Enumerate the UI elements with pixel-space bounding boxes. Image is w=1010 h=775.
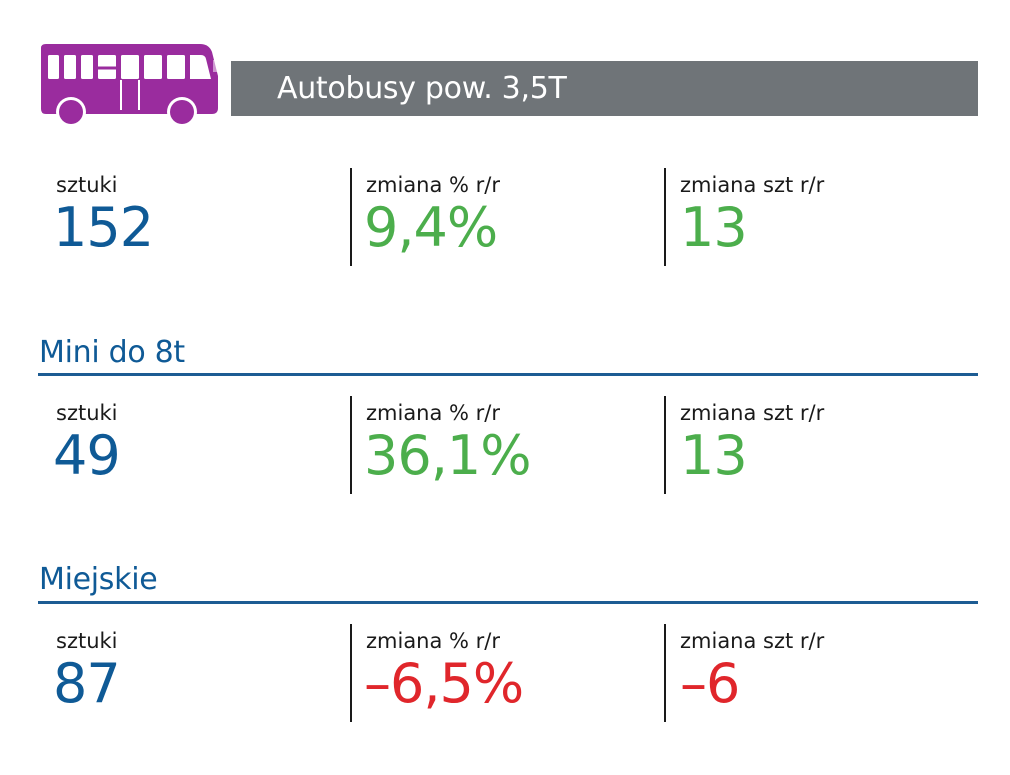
- stat-unit-change: zmiana szt r/r –6: [664, 624, 964, 722]
- stats-row-mini: sztuki 49 zmiana % r/r 36,1% zmiana szt …: [0, 396, 1010, 494]
- stat-divider: [350, 168, 352, 266]
- stat-units-value: 152: [53, 196, 154, 259]
- stat-units-label: sztuki: [56, 401, 118, 425]
- stat-pct-change: zmiana % r/r 36,1%: [350, 396, 650, 494]
- stat-change-label: zmiana szt r/r: [680, 401, 825, 425]
- stat-change-label: zmiana szt r/r: [680, 629, 825, 653]
- bus-icon: [41, 44, 218, 127]
- stat-change-label: zmiana szt r/r: [680, 173, 825, 197]
- stat-pct-value: 36,1%: [364, 424, 532, 487]
- stat-units: sztuki 152: [40, 168, 340, 266]
- stat-pct-label: zmiana % r/r: [366, 173, 501, 197]
- stat-divider: [350, 396, 352, 494]
- stat-units: sztuki 49: [40, 396, 340, 494]
- stat-units-label: sztuki: [56, 629, 118, 653]
- stat-divider: [350, 624, 352, 722]
- stat-divider: [664, 168, 666, 266]
- stat-pct-value: 9,4%: [364, 196, 498, 259]
- stats-row-city: sztuki 87 zmiana % r/r –6,5% zmiana szt …: [0, 624, 1010, 722]
- stat-unit-change: zmiana szt r/r 13: [664, 168, 964, 266]
- stat-pct-change: zmiana % r/r –6,5%: [350, 624, 650, 722]
- stat-pct-value: –6,5%: [364, 652, 524, 715]
- stat-unit-change: zmiana szt r/r 13: [664, 396, 964, 494]
- stat-change-value: 13: [680, 196, 748, 259]
- stat-units-value: 87: [53, 652, 121, 715]
- stat-pct-label: zmiana % r/r: [366, 401, 501, 425]
- stat-change-value: –6: [680, 652, 740, 715]
- stat-divider: [664, 396, 666, 494]
- stat-divider: [664, 624, 666, 722]
- stats-row-overall: sztuki 152 zmiana % r/r 9,4% zmiana szt …: [0, 168, 1010, 266]
- section-title-mini: Mini do 8t: [39, 335, 185, 370]
- stat-change-value: 13: [680, 424, 748, 487]
- section-rule: [38, 373, 978, 376]
- page-title: Autobusy pow. 3,5T: [277, 71, 567, 106]
- stat-units: sztuki 87: [40, 624, 340, 722]
- header-bar: Autobusy pow. 3,5T: [231, 61, 978, 116]
- stat-pct-label: zmiana % r/r: [366, 629, 501, 653]
- section-title-city: Miejskie: [39, 562, 158, 597]
- stat-units-label: sztuki: [56, 173, 118, 197]
- section-rule: [38, 601, 978, 604]
- stat-pct-change: zmiana % r/r 9,4%: [350, 168, 650, 266]
- stat-units-value: 49: [53, 424, 121, 487]
